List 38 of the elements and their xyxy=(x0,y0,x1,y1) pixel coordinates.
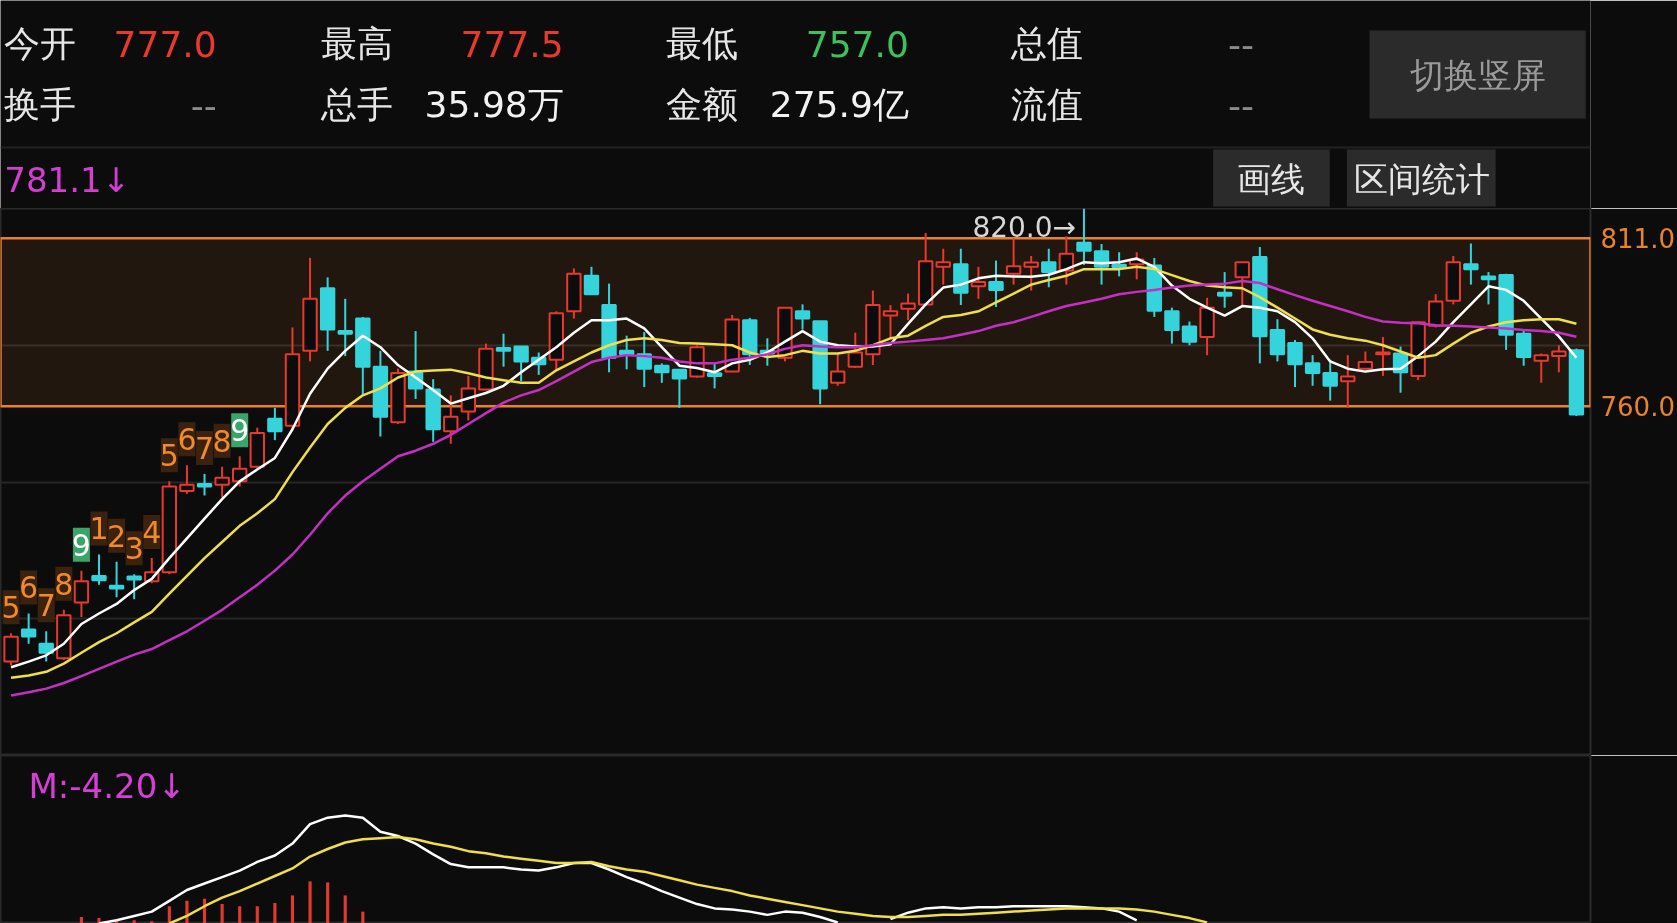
text: 275.9亿 xyxy=(769,84,909,125)
text: 总值 xyxy=(1010,23,1084,64)
text: 今开 xyxy=(4,23,77,64)
text: 757.0 xyxy=(805,23,909,65)
text: 5 xyxy=(1,590,21,626)
text: 最高 xyxy=(320,23,393,64)
text: 8 xyxy=(54,566,74,602)
text: -- xyxy=(1227,23,1254,65)
text: 6 xyxy=(177,422,197,458)
text: 金额 xyxy=(666,84,739,125)
text: 9 xyxy=(71,527,91,563)
text: 7 xyxy=(36,588,56,624)
text: -- xyxy=(190,84,217,126)
text: 9 xyxy=(230,413,250,449)
text: 切换竖屏 xyxy=(1409,54,1546,95)
text: 5 xyxy=(159,438,179,474)
text: 6 xyxy=(19,570,39,606)
text: 4 xyxy=(142,515,162,551)
chart-title: M:-4.20↓ xyxy=(28,765,186,806)
y-tick-label: 811.0 xyxy=(1600,224,1675,255)
text: 1 xyxy=(89,511,109,547)
text: 换手 xyxy=(4,84,77,125)
text: 3 xyxy=(124,531,144,567)
text: 画线 xyxy=(1236,158,1305,199)
text: 35.98万 xyxy=(424,84,564,125)
text: 最低 xyxy=(666,23,739,64)
text: 2 xyxy=(107,518,127,554)
text: 777.0 xyxy=(113,23,217,65)
text: 区间统计 xyxy=(1353,158,1490,199)
text: 流值 xyxy=(1011,84,1084,125)
text: 7 xyxy=(194,431,215,467)
y-tick-label: 760.0 xyxy=(1600,392,1675,423)
text: 777.5 xyxy=(460,23,564,65)
text: -- xyxy=(1227,84,1254,126)
text: 8 xyxy=(212,423,232,459)
annotation: 820.0→ xyxy=(972,210,1077,244)
text: 总手 xyxy=(319,84,393,125)
chart-title: 781.1↓ xyxy=(4,159,131,200)
